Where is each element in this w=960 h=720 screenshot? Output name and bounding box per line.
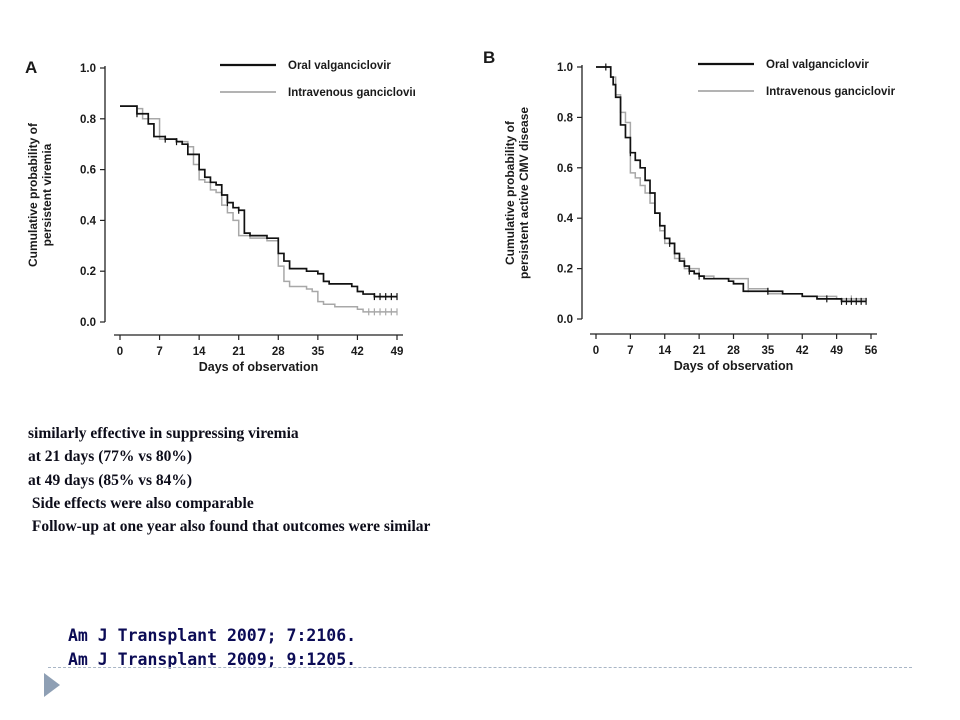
- panel-label: B: [483, 48, 495, 67]
- x-tick-label: 0: [593, 345, 599, 357]
- x-tick-label: 14: [658, 345, 671, 357]
- x-tick-label: 42: [351, 346, 364, 358]
- legend-label: Oral valganciclovir: [288, 60, 391, 72]
- x-axis-label: Days of observation: [674, 359, 793, 373]
- km-curve-series-1: [120, 105, 397, 298]
- km-curve-series-1: [596, 66, 867, 303]
- legend-label: Intravenous ganciclovir: [766, 86, 896, 98]
- y-tick-label: 0.4: [80, 215, 97, 227]
- y-tick-label: 0.2: [557, 264, 573, 276]
- y-axis-label-line: Cumulative probability of: [26, 122, 40, 267]
- legend-label: Oral valganciclovir: [766, 59, 869, 71]
- x-tick-label: 28: [272, 346, 285, 358]
- x-tick-label: 35: [311, 346, 324, 358]
- note-line: Side effects were also comparable: [28, 494, 254, 512]
- y-tick-label: 0.0: [557, 314, 573, 326]
- references: Am J Transplant 2007; 7:2106. Am J Trans…: [68, 624, 356, 672]
- x-tick-label: 21: [232, 346, 245, 358]
- footer-divider: [48, 667, 912, 668]
- chart-b-svg: B 0.0 0.2 0.4 0.6 0.8 1.0 0 7 14 21 28 35 42 49 56 Days …: [483, 48, 896, 373]
- chart-a-svg: A 0.0 0.2 0.4 0.6 0.8 1.0 0 7 14 21 28 35 42 49 Days of…: [25, 58, 415, 374]
- x-tick-label: 7: [156, 346, 162, 358]
- x-tick-label: 56: [865, 345, 878, 357]
- note-line: at 21 days (77% vs 80%): [28, 448, 193, 466]
- y-tick-label: 1.0: [80, 63, 96, 75]
- x-tick-label: 14: [193, 346, 206, 358]
- x-tick-label: 49: [391, 346, 404, 358]
- y-tick-label: 0.0: [80, 317, 96, 329]
- x-axis-label: Days of observation: [199, 360, 318, 374]
- x-tick-label: 35: [761, 345, 774, 357]
- reference-line: Am J Transplant 2009; 9:1205.: [68, 649, 357, 669]
- legend-label: Intravenous ganciclovir: [288, 87, 415, 99]
- y-tick-label: 0.8: [557, 112, 574, 124]
- x-tick-label: 0: [117, 346, 123, 358]
- summary-notes: similarly effective in suppressing virem…: [28, 422, 430, 538]
- x-tick-label: 7: [627, 345, 633, 357]
- chart-a: A 0.0 0.2 0.4 0.6 0.8 1.0 0 7 14 21 28 35 42 49 Days of…: [15, 35, 415, 395]
- y-axis-label-line: persistent viremia: [40, 143, 54, 246]
- reference-line: Am J Transplant 2007; 7:2106.: [68, 626, 357, 645]
- note-line: Follow-up at one year also found that ou…: [28, 518, 431, 535]
- y-tick-label: 0.8: [80, 114, 97, 126]
- x-tick-label: 42: [796, 345, 809, 357]
- panel-label: A: [25, 58, 37, 77]
- y-tick-label: 0.4: [557, 213, 574, 225]
- y-tick-label: 1.0: [557, 62, 573, 74]
- x-tick-label: 28: [727, 345, 740, 357]
- km-curve-series-2: [596, 66, 867, 302]
- note-line: similarly effective in suppressing virem…: [28, 425, 299, 442]
- x-tick-label: 49: [830, 345, 843, 357]
- y-axis-label: Cumulative probability of persistent vire…: [26, 122, 54, 267]
- y-axis-label: Cumulative probability of persistent acti…: [503, 107, 531, 279]
- y-axis-label-line: Cumulative probability of: [503, 120, 517, 265]
- y-tick-label: 0.6: [80, 165, 96, 177]
- triangle-bullet-icon: [44, 673, 60, 697]
- chart-b: B 0.0 0.2 0.4 0.6 0.8 1.0 0 7 14 21 28 35 42 49 56 Days …: [478, 35, 898, 395]
- y-tick-label: 0.2: [80, 266, 96, 278]
- x-tick-label: 21: [693, 345, 706, 357]
- note-line: at 49 days (85% vs 84%): [28, 471, 193, 489]
- y-tick-label: 0.6: [557, 163, 573, 175]
- y-axis-label-line: persistent active CMV disease: [517, 107, 531, 279]
